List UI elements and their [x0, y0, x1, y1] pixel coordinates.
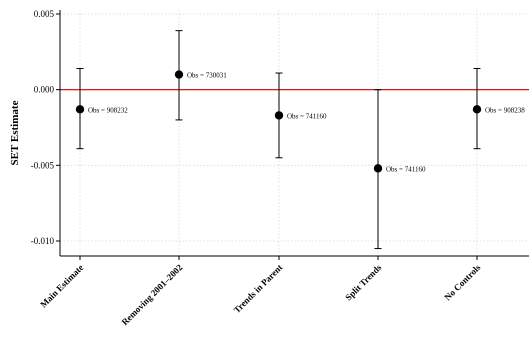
x-category-label: No Controls [442, 262, 482, 302]
y-tick-label: 0.005 [34, 9, 55, 19]
y-ticks: 0.005 0.000 -0.005 -0.010 [31, 9, 60, 246]
obs-label: Obs = 908232 [88, 106, 128, 114]
point-estimate [373, 164, 383, 173]
x-category-label: Split Trends [343, 262, 383, 302]
error-bars [76, 30, 481, 250]
y-tick-label: -0.005 [31, 160, 55, 170]
obs-label: Obs = 908238 [485, 106, 525, 114]
y-axis-label: SET Estimate [9, 100, 21, 165]
grid-lines [60, 10, 529, 256]
x-category-label: Removing 2001–2002 [120, 262, 185, 327]
x-ticks: Main Estimate Removing 2001–2002 Trends in… [38, 256, 483, 327]
obs-labels: Obs = 908232 Obs = 730031 Obs = 741160 Obs … [88, 72, 525, 174]
point-estimate [274, 111, 284, 120]
obs-label: Obs = 741160 [287, 112, 327, 120]
obs-label: Obs = 741160 [386, 165, 426, 173]
point-estimate [472, 105, 482, 114]
point-estimate [75, 105, 85, 114]
point-estimates [75, 70, 482, 173]
axes [59, 10, 529, 257]
y-tick-label: -0.010 [31, 236, 55, 246]
y-tick-label: 0.000 [34, 85, 55, 95]
x-category-label: Trends in Parent [232, 262, 285, 315]
obs-label: Obs = 730031 [187, 72, 227, 80]
x-category-label: Main Estimate [38, 262, 85, 309]
point-estimate [174, 70, 184, 79]
